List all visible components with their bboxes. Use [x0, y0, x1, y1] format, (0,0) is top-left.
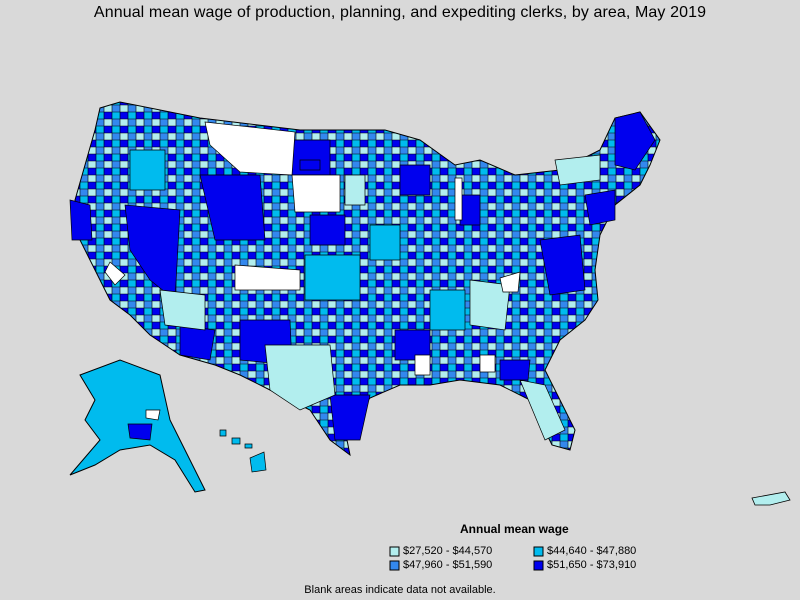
puerto-rico-region — [751, 491, 791, 506]
legend-title: Annual mean wage — [460, 522, 569, 536]
legend-item-1: $27,520 - $44,570 — [403, 545, 492, 557]
legend-swatch-2 — [533, 546, 544, 557]
legend-item-3: $47,960 - $51,590 — [403, 559, 492, 571]
wage-tier-1-areas — [159, 154, 601, 441]
legend-item-2: $44,640 - $47,880 — [547, 545, 636, 557]
legend-label-2: $44,640 - $47,880 — [547, 545, 637, 557]
legend-label-1: $27,520 - $44,570 — [403, 545, 493, 557]
alaska-dark-area — [127, 423, 153, 441]
wage-tier-2-areas — [129, 149, 466, 331]
legend-label-3: $47,960 - $51,590 — [403, 559, 493, 571]
legend-swatch-3 — [389, 560, 400, 571]
legend-swatch-4 — [533, 560, 544, 571]
hawaii-region — [219, 429, 267, 473]
legend-label-4: $51,650 - $73,910 — [547, 559, 637, 571]
legend-swatch-1 — [389, 546, 400, 557]
footnote: Blank areas indicate data not available. — [304, 584, 496, 596]
alaska-no-data-area — [145, 409, 161, 421]
legend-item-4: $51,650 - $73,910 — [547, 559, 636, 571]
map-title: Annual mean wage of production, planning… — [93, 4, 707, 21]
no-data-areas — [104, 121, 521, 376]
